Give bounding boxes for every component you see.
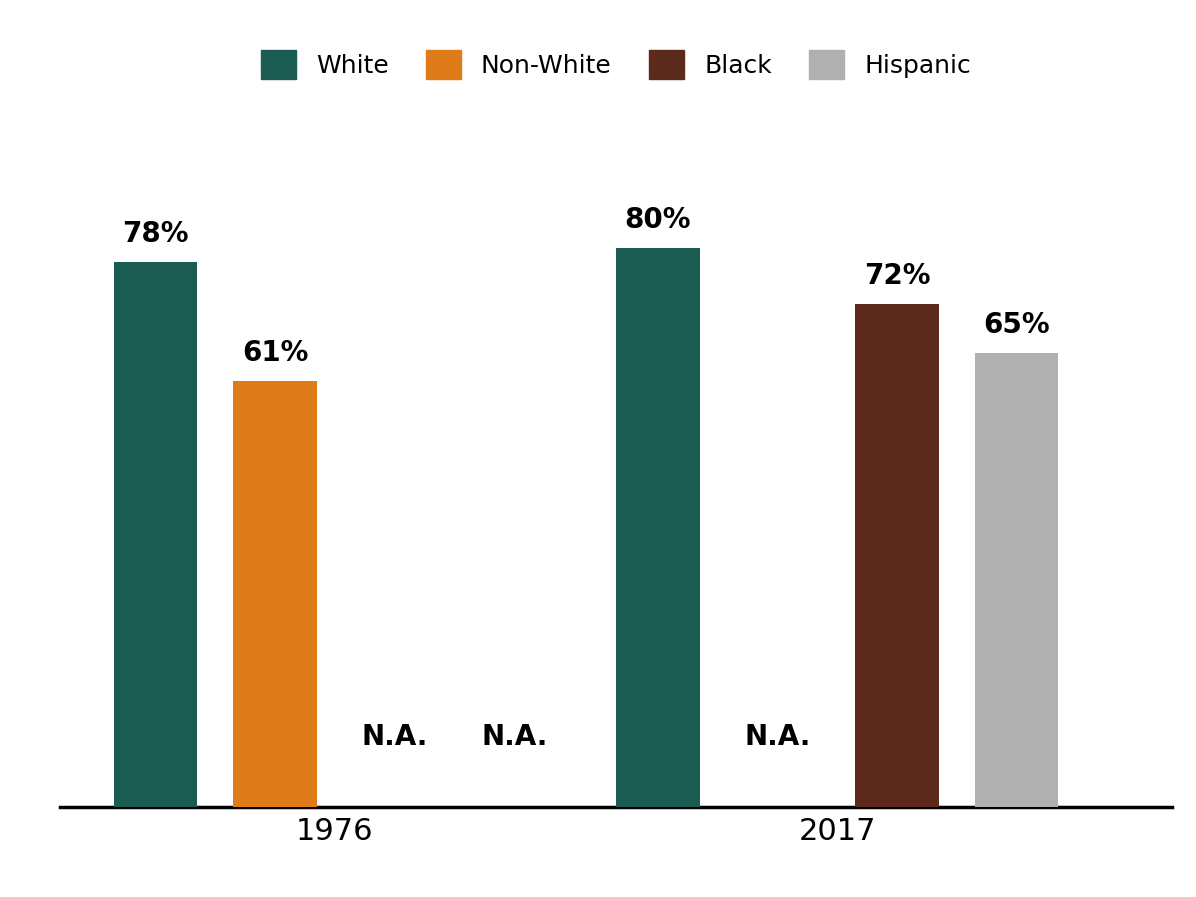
Text: 80%: 80% — [624, 205, 691, 233]
Bar — [114, 262, 197, 807]
Text: 78%: 78% — [122, 220, 189, 248]
Text: N.A.: N.A. — [481, 723, 548, 752]
Text: 65%: 65% — [983, 310, 1050, 338]
Text: N.A.: N.A. — [744, 723, 811, 752]
Bar — [855, 303, 939, 807]
Bar — [975, 353, 1058, 807]
Text: 72%: 72% — [864, 262, 930, 290]
Legend: White, Non-White, Black, Hispanic: White, Non-White, Black, Hispanic — [261, 50, 971, 79]
Text: N.A.: N.A. — [361, 723, 428, 752]
Bar — [616, 248, 700, 807]
Bar — [233, 380, 317, 807]
Text: 61%: 61% — [242, 338, 309, 367]
